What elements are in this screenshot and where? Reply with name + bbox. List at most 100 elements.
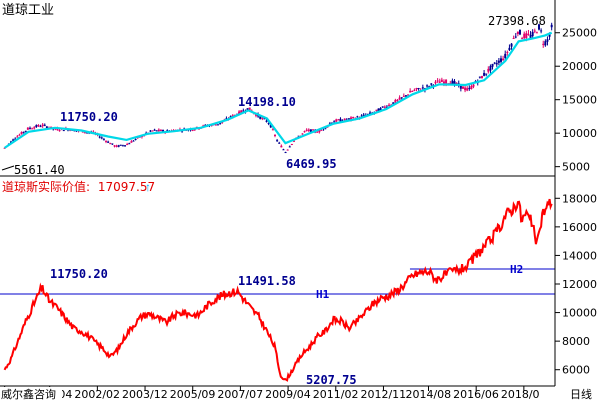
- bottom-y-tick-label: 10000: [562, 307, 597, 320]
- candle-body: [343, 118, 346, 121]
- candle-body: [438, 81, 441, 83]
- candle-body: [506, 51, 509, 53]
- candle-body: [480, 76, 483, 79]
- candle-body: [269, 124, 272, 128]
- candle-body: [523, 33, 526, 39]
- candle-body: [288, 146, 291, 148]
- candle-body: [487, 68, 490, 72]
- candle-body: [238, 111, 241, 115]
- candle-body: [402, 95, 405, 97]
- candle-body: [56, 128, 59, 131]
- candle-body: [43, 124, 46, 126]
- candle-body: [149, 130, 152, 132]
- candle-body: [531, 32, 534, 37]
- candle-body: [381, 106, 384, 108]
- bottom-pane-series: H1 H2: [0, 198, 555, 382]
- candle-body: [12, 139, 15, 141]
- top-pane-annotations: 5561.40 11750.20 14198.10 6469.95 27398.68: [1, 14, 546, 177]
- candle-body: [455, 82, 458, 85]
- candle-body: [436, 80, 439, 82]
- candle-body: [157, 129, 160, 132]
- candle-body: [111, 143, 114, 145]
- candle-body: [525, 33, 528, 39]
- top-pane-grid: 25000 20000 15000 10000 5000: [555, 27, 597, 174]
- candle-body: [430, 83, 433, 85]
- candle-body: [392, 102, 395, 105]
- candle-body: [98, 136, 101, 138]
- candle-body: [540, 30, 543, 32]
- candle-body: [369, 112, 372, 115]
- candle-body: [305, 129, 308, 131]
- candle-body: [339, 118, 342, 122]
- candle-body: [529, 35, 532, 38]
- bottom-pane-annotations: 11750.20 11491.58 5207.75: [50, 267, 357, 387]
- bottom-pane: 18000 16000 14000 12000 10000 8000 6000 H1 H2 1…: [0, 179, 597, 387]
- candle-body: [286, 149, 289, 151]
- top-y-tick-label: 25000: [562, 27, 597, 40]
- moving-average-line: [3, 31, 553, 149]
- candle-body: [278, 142, 281, 144]
- candle-body: [504, 53, 507, 59]
- candle-body: [472, 84, 475, 87]
- candle-body: [31, 128, 34, 130]
- bottom-y-tick-label: 14000: [562, 249, 597, 262]
- candle-body: [134, 138, 137, 140]
- candle-body: [193, 129, 196, 131]
- candle-body: [102, 139, 105, 141]
- annotation-pointer: [1, 165, 15, 171]
- candle-body: [362, 114, 365, 116]
- candle-body: [45, 126, 48, 129]
- candle-body: [280, 145, 283, 148]
- top-y-tick-label: 15000: [562, 94, 597, 107]
- x-tick-label: 2009/04: [265, 388, 311, 400]
- bottom-y-tick-label: 16000: [562, 221, 597, 234]
- candle-body: [124, 145, 127, 147]
- candle-body: [126, 144, 129, 146]
- candle-body: [22, 131, 25, 133]
- candle-body: [491, 63, 494, 67]
- candle-body: [464, 87, 467, 91]
- x-tick-label: 2012/11: [360, 388, 406, 400]
- candle-body: [320, 129, 323, 131]
- candle-body: [14, 138, 17, 140]
- top-annotation-label: 5561.40: [14, 163, 65, 177]
- candle-body: [398, 97, 401, 100]
- candle-body: [128, 143, 131, 145]
- bottom-y-tick-label: 12000: [562, 278, 597, 291]
- candle-body: [117, 145, 120, 147]
- candle-body: [276, 140, 279, 142]
- candle-body: [333, 121, 336, 123]
- candle-body: [337, 119, 340, 121]
- candle-body: [428, 86, 431, 88]
- candle-body: [3, 147, 6, 149]
- candle-body: [261, 117, 264, 119]
- candle-body: [400, 97, 403, 99]
- candle-body: [83, 132, 86, 134]
- candle-body: [379, 108, 382, 111]
- x-tick-label: 2007/07: [217, 388, 263, 400]
- candle-body: [510, 43, 513, 47]
- bottom-y-tick-label: 6000: [562, 364, 590, 377]
- candle-body: [284, 152, 287, 154]
- top-annotation-label: 14198.10: [238, 95, 296, 109]
- candle-body: [350, 117, 353, 120]
- bottom-annotation-label: 11491.58: [238, 274, 296, 288]
- candle-body: [404, 95, 407, 97]
- candle-body: [497, 60, 500, 63]
- candle-body: [352, 117, 355, 119]
- footer-left-label: 威尔鑫咨询: [1, 387, 56, 400]
- candle-body: [113, 145, 116, 147]
- candle-body: [100, 137, 103, 139]
- candle-body: [417, 88, 420, 90]
- candle-body: [466, 88, 469, 91]
- candle-body: [282, 149, 285, 151]
- candle-body: [225, 118, 228, 120]
- candle-body: [130, 141, 133, 143]
- candle-body: [440, 79, 443, 82]
- candle-body: [41, 124, 44, 127]
- candle-body: [385, 106, 388, 108]
- candle-body: [478, 76, 481, 78]
- candle-body: [388, 104, 391, 106]
- candle-body: [502, 58, 505, 61]
- candle-body: [542, 43, 545, 45]
